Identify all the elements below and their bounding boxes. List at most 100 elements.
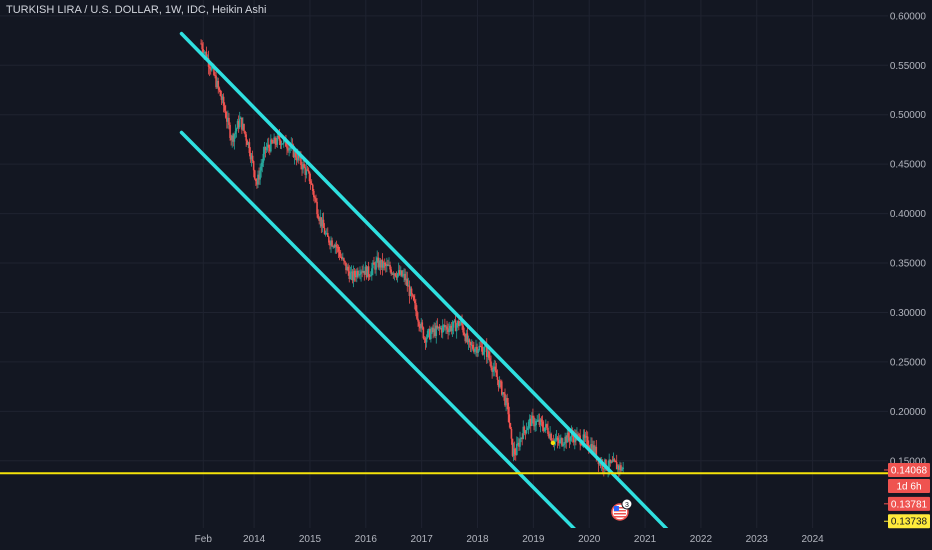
candle-body bbox=[549, 433, 551, 438]
channel-lower-line[interactable] bbox=[179, 130, 591, 546]
candle-body bbox=[477, 350, 479, 353]
candle-body bbox=[241, 117, 243, 130]
candle-body bbox=[265, 147, 268, 150]
price-tick-label: 0.35000 bbox=[890, 259, 927, 270]
candle-body bbox=[396, 273, 399, 278]
candle-body bbox=[475, 346, 477, 349]
candle-body bbox=[498, 381, 501, 387]
candle-body bbox=[418, 321, 420, 327]
candle-body bbox=[217, 80, 220, 88]
candle-body bbox=[382, 262, 385, 268]
candle-body bbox=[495, 370, 498, 377]
candle-body bbox=[389, 265, 391, 270]
candle-body bbox=[342, 258, 344, 260]
candle-body bbox=[264, 147, 267, 150]
candle-body bbox=[391, 273, 394, 275]
candle-body bbox=[261, 162, 264, 167]
candle-body bbox=[214, 74, 216, 76]
candle-body bbox=[556, 437, 559, 441]
time-axis-background bbox=[0, 528, 932, 550]
candle-body bbox=[388, 265, 390, 267]
candle-body bbox=[226, 117, 228, 122]
candle-body bbox=[268, 147, 271, 152]
candle-body bbox=[210, 67, 213, 71]
candle-body bbox=[566, 432, 569, 443]
event-marker[interactable]: 3 bbox=[611, 498, 633, 521]
time-axis[interactable]: Feb 2014 2015 2016 2017 2018 2019 2020 2021 2022 2… bbox=[0, 528, 932, 550]
candle-body bbox=[364, 266, 367, 275]
candle-body bbox=[350, 271, 353, 273]
price-axis-background bbox=[888, 0, 932, 550]
candle-body bbox=[337, 246, 340, 252]
candle-body bbox=[554, 439, 557, 441]
candle-body bbox=[426, 330, 429, 338]
candle-body bbox=[319, 217, 322, 221]
candle-body bbox=[557, 440, 560, 444]
price-tick-label: 0.40000 bbox=[890, 209, 927, 220]
candle-body bbox=[274, 137, 276, 144]
candle-body bbox=[449, 325, 452, 329]
candle-body bbox=[395, 276, 398, 278]
candle-body bbox=[204, 51, 207, 53]
flag-stripe bbox=[613, 507, 626, 509]
candle-body bbox=[621, 469, 623, 471]
candle-body bbox=[262, 153, 265, 163]
candle-body bbox=[349, 272, 352, 280]
time-tick-label: 2018 bbox=[466, 534, 489, 545]
candle-body bbox=[392, 273, 395, 275]
candle-body bbox=[548, 434, 550, 438]
candle-body bbox=[271, 139, 273, 143]
time-tick-label: 2019 bbox=[522, 534, 545, 545]
candle-body bbox=[541, 421, 544, 428]
price-tick-label: 0.20000 bbox=[890, 407, 927, 418]
price-tag-label: 0.13738 bbox=[891, 517, 928, 528]
candle-body bbox=[547, 427, 549, 435]
candle-body bbox=[353, 270, 356, 276]
candle-body bbox=[502, 392, 504, 395]
candle-body bbox=[500, 381, 503, 395]
candle-body bbox=[471, 344, 474, 349]
price-tag-support bbox=[888, 514, 930, 529]
candle-body bbox=[230, 137, 232, 141]
trendlines[interactable] bbox=[0, 31, 888, 546]
price-axis[interactable]: 0.60000 0.55000 0.50000 0.45000 0.40000 0.350… bbox=[888, 0, 932, 550]
candle-body bbox=[440, 327, 443, 333]
flag-canton bbox=[613, 506, 619, 511]
price-tag-countdown bbox=[888, 478, 930, 493]
candle-body bbox=[244, 131, 246, 135]
candle-body bbox=[215, 75, 217, 88]
candle-body bbox=[216, 80, 218, 88]
candle-body bbox=[433, 328, 435, 333]
candle-body bbox=[583, 434, 586, 438]
candle-body bbox=[432, 327, 434, 333]
candle-body bbox=[340, 256, 343, 259]
candle-body bbox=[615, 462, 618, 470]
candle-body bbox=[354, 275, 357, 278]
candle-body bbox=[427, 329, 430, 331]
candle-body bbox=[529, 418, 532, 426]
candle-body bbox=[381, 259, 384, 268]
channel-upper-line[interactable] bbox=[179, 31, 684, 546]
candle-body bbox=[345, 262, 347, 271]
candle-body bbox=[247, 142, 250, 145]
candle-body bbox=[462, 325, 464, 333]
time-tick-label: Feb bbox=[195, 534, 213, 545]
price-tag-current bbox=[888, 462, 930, 477]
candle-body bbox=[363, 270, 366, 275]
candle-body bbox=[410, 288, 413, 295]
candle-body bbox=[519, 438, 521, 447]
candle-body bbox=[407, 285, 410, 287]
candle-body bbox=[304, 167, 307, 175]
candle-body bbox=[297, 154, 300, 159]
time-tick-label: 2015 bbox=[299, 534, 322, 545]
candle-body bbox=[481, 346, 484, 355]
price-tags: 0.14068 1d 6h 0.13781 0.13738 bbox=[884, 462, 930, 529]
candle-body bbox=[233, 134, 236, 142]
candle-body bbox=[368, 276, 371, 278]
candle-body bbox=[409, 288, 412, 296]
candle-body bbox=[237, 121, 240, 128]
candle-body bbox=[367, 266, 370, 277]
candle-body bbox=[302, 163, 304, 170]
